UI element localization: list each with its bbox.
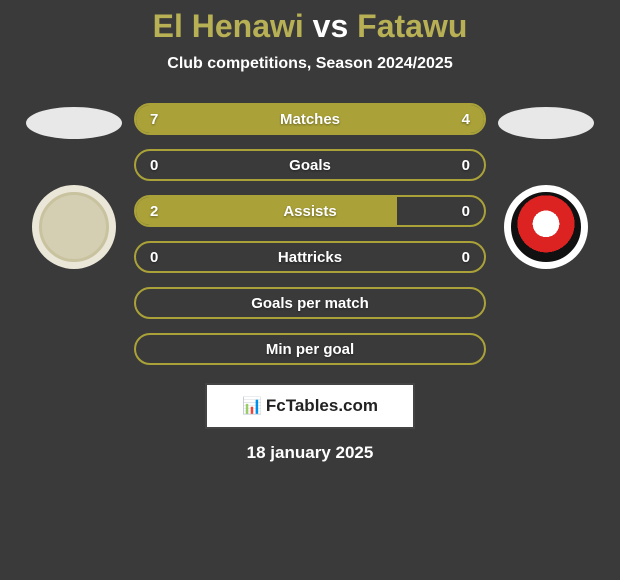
brand-badge: 📊 FcTables.com bbox=[205, 383, 415, 429]
stat-label: Matches bbox=[136, 105, 484, 133]
stat-label: Min per goal bbox=[136, 335, 484, 363]
player-a-avatar bbox=[26, 107, 122, 139]
club-a-crest bbox=[32, 185, 116, 269]
stat-bar: 20Assists bbox=[134, 195, 486, 227]
stat-label: Assists bbox=[136, 197, 484, 225]
stat-bar: Goals per match bbox=[134, 287, 486, 319]
stat-bar: Min per goal bbox=[134, 333, 486, 365]
brand-text: FcTables.com bbox=[266, 396, 378, 416]
comparison-card: El Henawi vs Fatawu Club competitions, S… bbox=[0, 0, 620, 463]
date-label: 18 january 2025 bbox=[0, 443, 620, 463]
vs-text: vs bbox=[313, 8, 349, 44]
player-b-name: Fatawu bbox=[357, 8, 467, 44]
player-a-name: El Henawi bbox=[153, 8, 304, 44]
stat-label: Goals per match bbox=[136, 289, 484, 317]
player-b-avatar bbox=[498, 107, 594, 139]
stat-bar: 74Matches bbox=[134, 103, 486, 135]
right-column bbox=[486, 103, 606, 269]
stat-label: Hattricks bbox=[136, 243, 484, 271]
stat-bar: 00Hattricks bbox=[134, 241, 486, 273]
stat-label: Goals bbox=[136, 151, 484, 179]
left-column bbox=[14, 103, 134, 269]
club-b-crest bbox=[504, 185, 588, 269]
shield-icon bbox=[39, 192, 109, 262]
page-title: El Henawi vs Fatawu bbox=[0, 8, 620, 45]
chart-icon: 📊 bbox=[242, 396, 260, 416]
stat-bars: 74Matches 00Goals 20Assists 00Hattricks Goal… bbox=[134, 103, 486, 365]
stat-bar: 00Goals bbox=[134, 149, 486, 181]
subtitle: Club competitions, Season 2024/2025 bbox=[0, 55, 620, 73]
shield-icon bbox=[511, 192, 581, 262]
